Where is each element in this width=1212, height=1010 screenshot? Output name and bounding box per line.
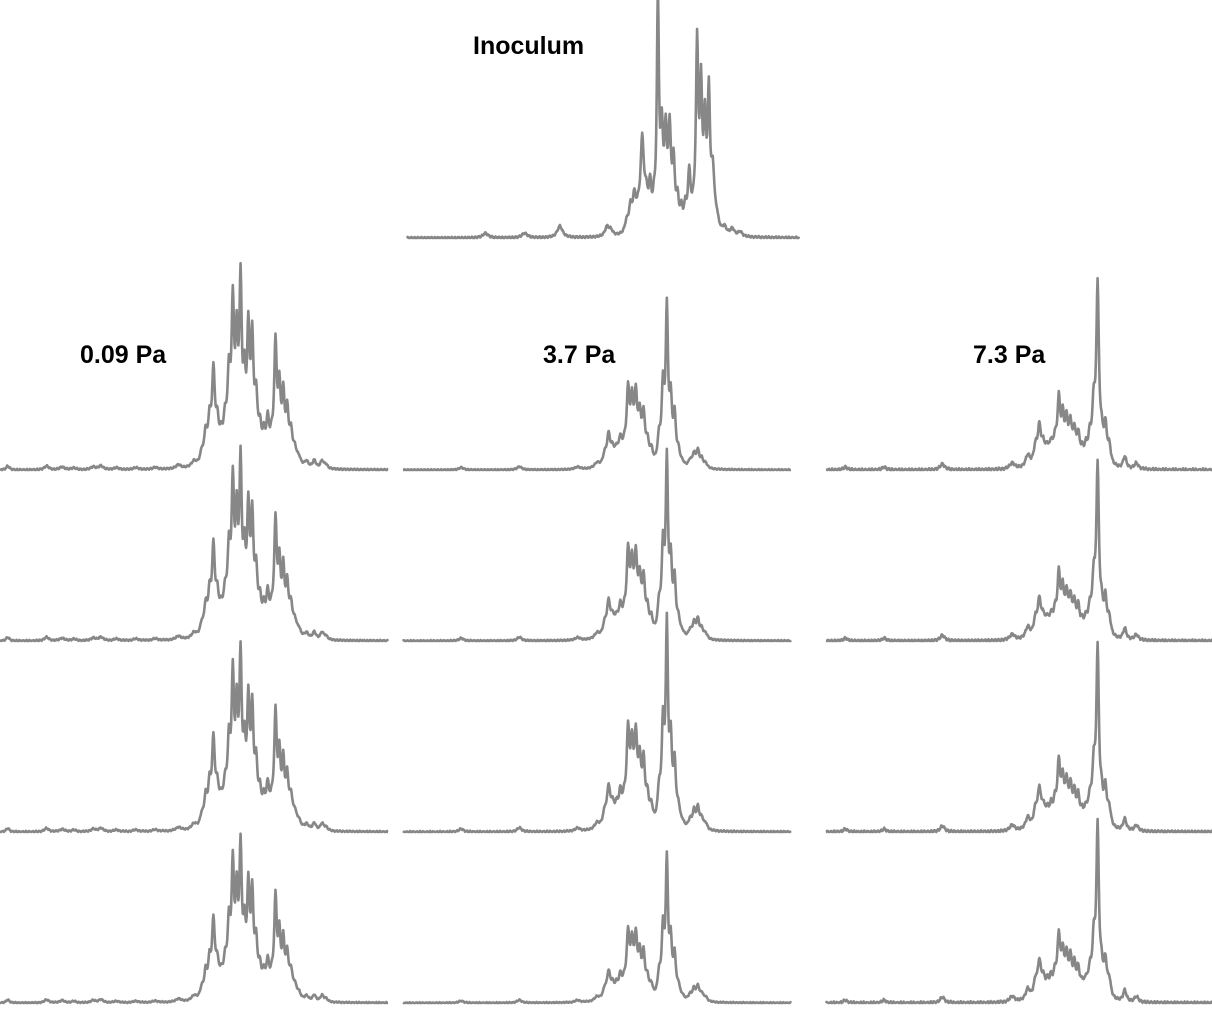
spectrum-trace-3 [0,639,389,834]
spectrum-trace-8 [402,850,793,1005]
spectrum-trace-0 [405,0,801,240]
spectrum-trace-2 [0,444,390,643]
group-label-0-09-pa: 0.09 Pa [80,341,167,369]
spectrum-trace-9 [825,276,1212,472]
spectrum-trace-5 [402,296,792,472]
inoculum-label: Inoculum [473,32,585,60]
spectrum-trace-6 [401,447,793,643]
group-label-3-7-pa: 3.7 Pa [543,341,616,369]
spectrum-trace-7 [402,611,792,834]
spectrum-trace-12 [824,817,1212,1005]
spectrum-trace-4 [0,832,389,1005]
spectrum-trace-11 [825,640,1212,834]
group-label-7-3-pa: 7.3 Pa [973,341,1046,369]
spectrum-trace-10 [825,458,1212,643]
spectrum-trace-1 [0,261,389,472]
